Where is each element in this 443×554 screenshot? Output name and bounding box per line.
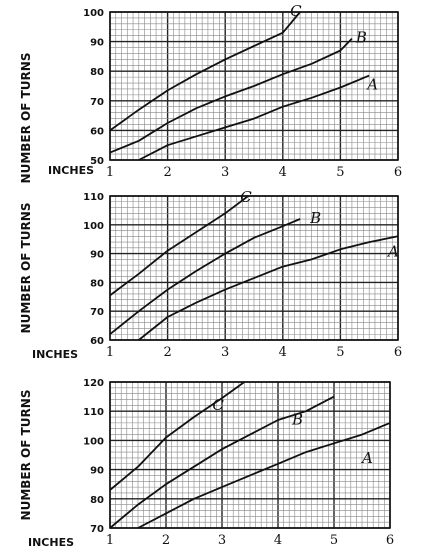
grid-2 bbox=[109, 195, 399, 341]
x-tick-label: 6 bbox=[394, 345, 402, 360]
chart-panel-2: NUMBER OF TURNS 60 70 80 90 100 110 1 2 3 4 5 6 IN… bbox=[19, 188, 402, 361]
x-ticks-3: 1 2 3 4 5 6 bbox=[106, 533, 394, 548]
y-tick-label: 90 bbox=[90, 250, 104, 261]
x-tick-label: 3 bbox=[221, 345, 229, 360]
series-line-B bbox=[109, 37, 353, 154]
x-ticks-1: 1 2 3 4 5 6 bbox=[106, 165, 402, 180]
y-tick-label: 120 bbox=[83, 378, 104, 389]
series-1: C B A bbox=[109, 2, 378, 161]
series-label-C: C bbox=[290, 2, 302, 20]
y-tick-label: 70 bbox=[90, 524, 104, 535]
series-3: C B A bbox=[109, 381, 391, 529]
y-axis-label-1: NUMBER OF TURNS bbox=[19, 53, 33, 184]
series-label-C: C bbox=[240, 188, 252, 206]
x-tick-label: 4 bbox=[279, 345, 287, 360]
y-tick-label: 80 bbox=[90, 495, 104, 506]
y-axis-label-3: NUMBER OF TURNS bbox=[19, 390, 33, 521]
y-tick-label: 80 bbox=[90, 278, 104, 289]
series-line-C bbox=[109, 195, 249, 297]
series-line-A bbox=[138, 74, 370, 161]
grid-3 bbox=[109, 381, 391, 529]
y-tick-label: 100 bbox=[83, 221, 104, 232]
series-label-B: B bbox=[309, 209, 321, 227]
series-line-B bbox=[109, 395, 335, 529]
plot-frame bbox=[109, 381, 391, 529]
y-tick-label: 70 bbox=[90, 97, 104, 108]
x-tick-label: 1 bbox=[106, 165, 114, 180]
series-line-B bbox=[109, 218, 301, 335]
x-ticks-2: 1 2 3 4 5 6 bbox=[106, 345, 402, 360]
y-tick-label: 110 bbox=[83, 192, 104, 203]
series-label-A: A bbox=[360, 449, 373, 467]
x-tick-label: 2 bbox=[163, 165, 171, 180]
x-tick-label: 5 bbox=[330, 533, 338, 548]
x-tick-label: 1 bbox=[106, 345, 114, 360]
x-tick-label: 5 bbox=[336, 345, 344, 360]
plot-frame bbox=[109, 195, 399, 341]
x-tick-label: 2 bbox=[162, 533, 170, 548]
series-line-C bbox=[109, 381, 245, 491]
series-label-B: B bbox=[355, 29, 367, 47]
x-tick-label: 3 bbox=[218, 533, 226, 548]
y-tick-label: 70 bbox=[90, 307, 104, 318]
x-axis-label-3: INCHES bbox=[28, 536, 74, 549]
chart-panel-3: NUMBER OF TURNS 70 80 90 100 110 120 1 2 3 4 5 6 I… bbox=[19, 378, 394, 549]
x-axis-label-2: INCHES bbox=[32, 348, 78, 361]
y-tick-label: 90 bbox=[90, 466, 104, 477]
y-ticks-3: 70 80 90 100 110 120 bbox=[83, 378, 104, 535]
plot-frame bbox=[109, 11, 399, 161]
y-tick-label: 80 bbox=[90, 67, 104, 78]
grid-1 bbox=[109, 11, 399, 161]
series-label-A: A bbox=[386, 242, 399, 260]
x-tick-label: 2 bbox=[163, 345, 171, 360]
x-tick-label: 6 bbox=[394, 165, 402, 180]
y-tick-label: 100 bbox=[83, 8, 104, 19]
y-tick-label: 110 bbox=[83, 407, 104, 418]
series-2: C B A bbox=[109, 188, 399, 341]
y-tick-label: 60 bbox=[90, 126, 104, 137]
y-tick-label: 60 bbox=[90, 336, 104, 347]
series-label-B: B bbox=[291, 411, 303, 429]
y-tick-label: 100 bbox=[83, 436, 104, 447]
chart-panel-1: NUMBER OF TURNS 50 60 70 80 90 100 1 2 3 4 5 6 INC… bbox=[19, 2, 402, 183]
x-tick-label: 4 bbox=[274, 533, 282, 548]
series-line-C bbox=[109, 11, 301, 132]
series-line-A bbox=[137, 422, 391, 529]
series-line-A bbox=[138, 235, 399, 341]
y-tick-label: 50 bbox=[90, 156, 104, 167]
y-ticks-2: 60 70 80 90 100 110 bbox=[83, 192, 104, 347]
x-tick-label: 5 bbox=[336, 165, 344, 180]
x-tick-label: 3 bbox=[221, 165, 229, 180]
y-ticks-1: 50 60 70 80 90 100 bbox=[83, 8, 104, 167]
y-axis-label-2: NUMBER OF TURNS bbox=[19, 203, 33, 334]
x-axis-label-1: INCHES bbox=[48, 164, 94, 177]
series-label-A: A bbox=[365, 76, 378, 94]
x-tick-label: 4 bbox=[279, 165, 287, 180]
x-tick-label: 6 bbox=[386, 533, 394, 548]
x-tick-label: 1 bbox=[106, 533, 114, 548]
y-tick-label: 90 bbox=[90, 38, 104, 49]
series-label-C: C bbox=[212, 396, 224, 414]
